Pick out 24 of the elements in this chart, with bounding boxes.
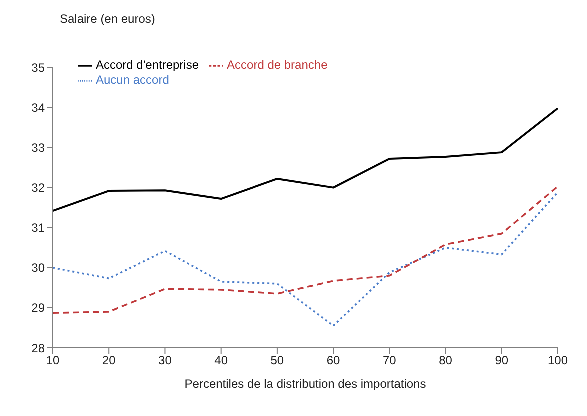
y-tick-label: 33 xyxy=(32,141,46,156)
x-tick-label: 50 xyxy=(270,354,284,368)
x-axis-title: Percentiles de la distribution des importations xyxy=(184,377,426,391)
legend-label: Accord d'entreprise xyxy=(96,58,200,72)
line-series xyxy=(52,108,559,212)
y-tick-label: 31 xyxy=(32,221,46,236)
y-tick-label: 29 xyxy=(32,301,46,316)
y-tick-label: 32 xyxy=(32,181,46,196)
x-tick-label: 40 xyxy=(214,354,228,368)
x-tick-label: 100 xyxy=(548,354,568,368)
x-tick-label: 30 xyxy=(158,354,172,368)
legend-label: Aucun accord xyxy=(96,72,170,87)
legend-label: Accord de branche xyxy=(227,58,328,72)
x-tick-label: 10 xyxy=(46,354,60,368)
y-axis-title: Salaire (en euros) xyxy=(60,12,156,26)
x-tick-label: 90 xyxy=(495,354,509,368)
y-tick-label: 35 xyxy=(32,60,46,75)
y-tick-label: 28 xyxy=(32,341,46,356)
x-tick-label: 60 xyxy=(326,354,341,368)
x-tick-label: 80 xyxy=(439,354,453,368)
y-tick-label: 30 xyxy=(32,261,46,276)
x-tick-label: 70 xyxy=(382,354,397,368)
x-tick-label: 20 xyxy=(102,354,116,368)
y-tick-label: 34 xyxy=(32,100,46,115)
